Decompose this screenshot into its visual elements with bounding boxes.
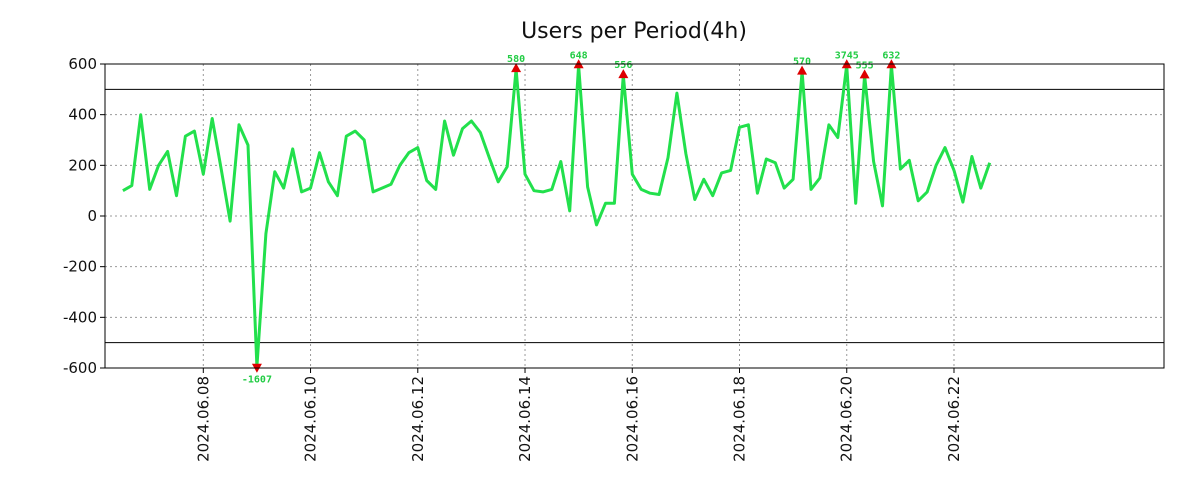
annotation-marker (797, 65, 808, 75)
y-tick-label: -200 (63, 258, 97, 276)
annotation-marker (618, 69, 629, 79)
annotation-label: 555 (856, 60, 874, 71)
grid-lines (105, 64, 1164, 368)
annotation-label: 556 (614, 60, 632, 71)
series-layer (122, 63, 992, 369)
annotation-label: -1607 (242, 375, 272, 386)
series-line-users (122, 63, 992, 369)
annotation-label: 580 (507, 54, 525, 65)
annotation-marker (511, 63, 522, 73)
y-tick-label: 600 (68, 55, 97, 73)
y-tick-label: 200 (68, 156, 97, 174)
x-tick-label: 2024.06.22 (945, 376, 963, 462)
annotation-label: 570 (793, 57, 811, 68)
x-axis-ticks: 2024.06.08 2024.06.10 2024.06.12 2024.06.14… (194, 368, 963, 462)
x-tick-label: 2024.06.14 (516, 376, 534, 462)
annotation-marker (859, 69, 870, 79)
x-tick-label: 2024.06.08 (194, 376, 212, 462)
annotation-label: 632 (882, 50, 900, 61)
threshold-lines (105, 88, 1164, 344)
x-tick-label: 2024.06.16 (623, 376, 641, 462)
x-tick-label: 2024.06.20 (838, 376, 856, 462)
y-tick-label: -600 (63, 359, 97, 377)
y-tick-label: 400 (68, 106, 97, 124)
x-tick-label: 2024.06.18 (731, 376, 749, 462)
annotation-label: 648 (570, 50, 588, 61)
chart-title: Users per Period(4h) (521, 19, 747, 44)
y-tick-label: 0 (87, 207, 97, 225)
y-tick-label: -400 (63, 308, 97, 326)
x-tick-label: 2024.06.12 (409, 376, 427, 462)
annotation-label: 3745 (835, 50, 859, 61)
x-tick-label: 2024.06.10 (302, 376, 320, 462)
y-axis-ticks: 600 400 200 0 -200 -400 -600 (63, 55, 105, 377)
